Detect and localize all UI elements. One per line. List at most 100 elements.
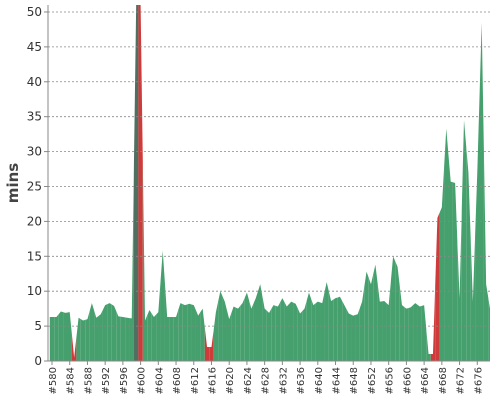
x-tick-label: #584 xyxy=(66,367,77,394)
build-area xyxy=(395,261,400,361)
y-tick-label: 40 xyxy=(27,75,42,89)
x-tick-label: #624 xyxy=(243,367,254,394)
build-area xyxy=(58,311,64,361)
build-area xyxy=(191,304,196,361)
build-area xyxy=(289,301,294,361)
build-area xyxy=(222,296,227,361)
build-area xyxy=(421,305,427,361)
build-area xyxy=(226,310,232,361)
build-area xyxy=(102,304,108,361)
build-area xyxy=(80,319,86,361)
x-tick-label: #648 xyxy=(349,367,360,394)
x-tick-label: #588 xyxy=(83,367,94,394)
build-area xyxy=(328,291,334,361)
build-area xyxy=(120,316,126,361)
build-area xyxy=(324,282,329,361)
build-area xyxy=(399,285,405,361)
build-area xyxy=(466,146,471,361)
x-tick-label: #644 xyxy=(332,367,343,394)
x-tick-label: #652 xyxy=(367,367,378,394)
x-tick-label: #632 xyxy=(278,367,289,394)
y-tick-label: 50 xyxy=(27,5,42,19)
x-tick-label: #600 xyxy=(137,367,148,394)
y-tick-label: 10 xyxy=(27,284,42,298)
build-area xyxy=(483,153,489,361)
build-area xyxy=(266,308,272,361)
build-area xyxy=(147,310,152,361)
build-area xyxy=(430,285,436,361)
build-area xyxy=(280,298,285,361)
x-tick-label: #604 xyxy=(154,367,165,394)
build-area xyxy=(231,306,236,361)
build-area xyxy=(71,334,77,361)
build-area xyxy=(213,301,219,361)
build-area xyxy=(297,308,303,361)
build-area xyxy=(413,303,418,361)
build-area xyxy=(142,162,148,361)
build-area xyxy=(271,305,276,361)
build-area xyxy=(342,300,347,361)
build-area xyxy=(351,314,356,361)
build-area xyxy=(195,310,201,361)
build-area xyxy=(359,286,365,361)
build-area xyxy=(85,311,90,361)
x-tick-label: #636 xyxy=(296,367,307,394)
build-area xyxy=(306,292,312,361)
build-area xyxy=(187,303,192,361)
build-area xyxy=(240,297,245,361)
build-area xyxy=(67,312,72,361)
build-area xyxy=(156,281,161,361)
build-area xyxy=(169,317,174,361)
build-area xyxy=(355,307,360,361)
build-area xyxy=(76,317,81,361)
build-area xyxy=(138,5,143,361)
build-area xyxy=(63,312,68,361)
build-area xyxy=(178,303,183,361)
build-area xyxy=(173,310,179,361)
build-area xyxy=(54,314,59,361)
build-area xyxy=(373,264,378,361)
x-tick-label: #596 xyxy=(119,367,130,394)
y-tick-label: 25 xyxy=(27,179,42,193)
y-tick-label: 20 xyxy=(27,214,42,228)
build-area xyxy=(284,302,290,361)
build-area xyxy=(116,311,121,361)
build-area xyxy=(151,313,157,361)
x-tick-label: #672 xyxy=(456,367,467,394)
build-area xyxy=(98,309,103,361)
x-tick-label: #616 xyxy=(207,367,218,394)
build-area xyxy=(364,271,369,361)
build-area xyxy=(200,308,205,361)
y-tick-label: 30 xyxy=(27,145,42,159)
build-area xyxy=(386,280,391,361)
build-area xyxy=(275,302,281,361)
build-area xyxy=(408,305,414,361)
build-area xyxy=(257,284,263,361)
x-tick-label: #620 xyxy=(225,367,236,394)
y-tick-label: 15 xyxy=(27,249,42,263)
build-area xyxy=(337,296,343,361)
x-tick-label: #664 xyxy=(420,367,431,394)
build-area xyxy=(333,297,338,361)
plot-area xyxy=(49,5,490,361)
build-area xyxy=(302,300,307,361)
build-area xyxy=(125,317,130,361)
build-area xyxy=(488,298,490,361)
build-area xyxy=(182,304,188,361)
build-area xyxy=(435,212,440,361)
build-area xyxy=(244,292,250,361)
build-area xyxy=(439,167,445,361)
build-area xyxy=(249,300,254,361)
x-tick-label: #628 xyxy=(261,367,272,394)
build-area xyxy=(426,329,431,361)
build-area xyxy=(320,292,325,361)
x-tick-label: #592 xyxy=(101,367,112,394)
build-area xyxy=(204,327,210,361)
build-area xyxy=(470,237,476,361)
build-area xyxy=(253,291,258,361)
build-area xyxy=(49,317,55,361)
build-area xyxy=(461,120,467,361)
x-tick-label: #612 xyxy=(190,367,201,394)
build-area xyxy=(315,301,321,361)
